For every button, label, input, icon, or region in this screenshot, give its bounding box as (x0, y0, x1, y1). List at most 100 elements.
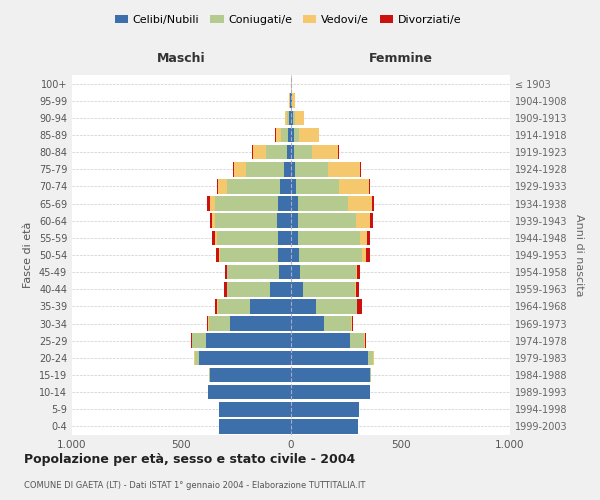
Bar (218, 299, 250, 314)
Bar (217, 179, 218, 194)
Bar (339, 179, 369, 194)
Bar (291, 128, 293, 142)
Bar (300, 265, 356, 280)
Bar (356, 299, 358, 314)
Bar (294, 145, 312, 160)
Bar (218, 179, 227, 194)
Bar (284, 162, 291, 176)
Bar (290, 94, 291, 108)
Bar (233, 162, 234, 176)
Bar (291, 368, 370, 382)
Bar (370, 368, 371, 382)
Bar (291, 299, 316, 314)
Bar (291, 162, 295, 176)
Bar (299, 128, 319, 142)
Bar (360, 230, 367, 245)
Bar (356, 265, 358, 280)
Bar (281, 128, 288, 142)
Bar (230, 316, 291, 331)
Bar (287, 110, 289, 125)
Bar (234, 162, 246, 176)
Bar (206, 316, 208, 331)
Bar (217, 230, 278, 245)
Bar (286, 110, 287, 125)
Bar (362, 248, 366, 262)
Bar (303, 282, 355, 296)
Bar (215, 230, 217, 245)
Bar (280, 179, 291, 194)
Bar (227, 282, 270, 296)
Bar (219, 419, 291, 434)
Text: Maschi: Maschi (157, 52, 206, 64)
Bar (209, 368, 210, 382)
Bar (291, 282, 303, 296)
Bar (210, 196, 215, 211)
Bar (291, 316, 324, 331)
Bar (288, 128, 291, 142)
Bar (216, 248, 219, 262)
Bar (224, 282, 227, 296)
Bar (291, 402, 359, 416)
Bar (291, 265, 300, 280)
Bar (356, 214, 370, 228)
Bar (372, 196, 374, 211)
Bar (291, 94, 292, 108)
Bar (298, 214, 356, 228)
Text: COMUNE DI GAETA (LT) - Dati ISTAT 1° gennaio 2004 - Elaborazione TUTTITALIA.IT: COMUNE DI GAETA (LT) - Dati ISTAT 1° gen… (24, 480, 365, 490)
Bar (352, 316, 353, 331)
Bar (358, 265, 360, 280)
Bar (215, 299, 217, 314)
Bar (212, 214, 215, 228)
Bar (291, 419, 358, 434)
Bar (291, 179, 296, 194)
Bar (291, 145, 294, 160)
Bar (295, 162, 328, 176)
Bar (356, 282, 359, 296)
Y-axis label: Fasce di età: Fasce di età (23, 222, 33, 288)
Bar (199, 350, 291, 365)
Bar (328, 162, 360, 176)
Legend: Celibi/Nubili, Coniugati/e, Vedovi/e, Divorziati/e: Celibi/Nubili, Coniugati/e, Vedovi/e, Di… (110, 10, 466, 29)
Bar (324, 316, 351, 331)
Bar (291, 248, 299, 262)
Bar (220, 248, 278, 262)
Bar (289, 110, 291, 125)
Bar (291, 350, 368, 365)
Bar (291, 110, 293, 125)
Bar (219, 402, 291, 416)
Bar (278, 248, 291, 262)
Bar (270, 282, 291, 296)
Bar (212, 230, 215, 245)
Bar (227, 179, 280, 194)
Text: Femmine: Femmine (368, 52, 433, 64)
Bar (278, 196, 291, 211)
Bar (298, 196, 348, 211)
Bar (193, 334, 206, 348)
Bar (293, 110, 295, 125)
Bar (210, 368, 291, 382)
Bar (250, 299, 291, 314)
Bar (338, 145, 339, 160)
Bar (312, 145, 338, 160)
Bar (291, 334, 350, 348)
Bar (366, 248, 370, 262)
Bar (215, 196, 278, 211)
Bar (368, 350, 373, 365)
Bar (279, 265, 291, 280)
Bar (295, 110, 304, 125)
Bar (246, 162, 284, 176)
Bar (287, 145, 291, 160)
Bar (209, 316, 230, 331)
Bar (253, 145, 266, 160)
Bar (358, 299, 362, 314)
Bar (215, 214, 277, 228)
Bar (299, 248, 362, 262)
Bar (208, 385, 291, 400)
Bar (194, 350, 199, 365)
Bar (224, 265, 227, 280)
Bar (298, 230, 360, 245)
Bar (293, 128, 299, 142)
Bar (296, 179, 339, 194)
Y-axis label: Anni di nascita: Anni di nascita (574, 214, 584, 296)
Bar (209, 214, 212, 228)
